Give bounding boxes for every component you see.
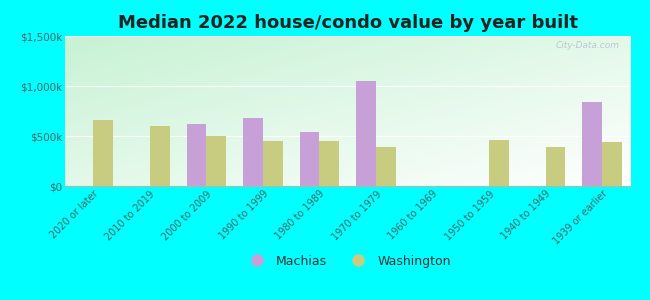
Bar <box>243 118 263 186</box>
Bar <box>602 142 622 186</box>
Bar <box>94 120 113 186</box>
Bar <box>187 124 207 186</box>
Bar <box>150 126 170 186</box>
Bar <box>582 102 602 186</box>
Bar <box>546 147 566 186</box>
Bar <box>356 81 376 186</box>
Bar <box>320 140 339 186</box>
Bar <box>300 132 319 186</box>
Title: Median 2022 house/condo value by year built: Median 2022 house/condo value by year bu… <box>118 14 578 32</box>
Bar <box>207 136 226 186</box>
Bar <box>489 140 509 186</box>
Text: City-Data.com: City-Data.com <box>555 40 619 50</box>
Bar <box>376 146 396 186</box>
Bar <box>263 140 283 186</box>
Legend: Machias, Washington: Machias, Washington <box>240 250 456 273</box>
